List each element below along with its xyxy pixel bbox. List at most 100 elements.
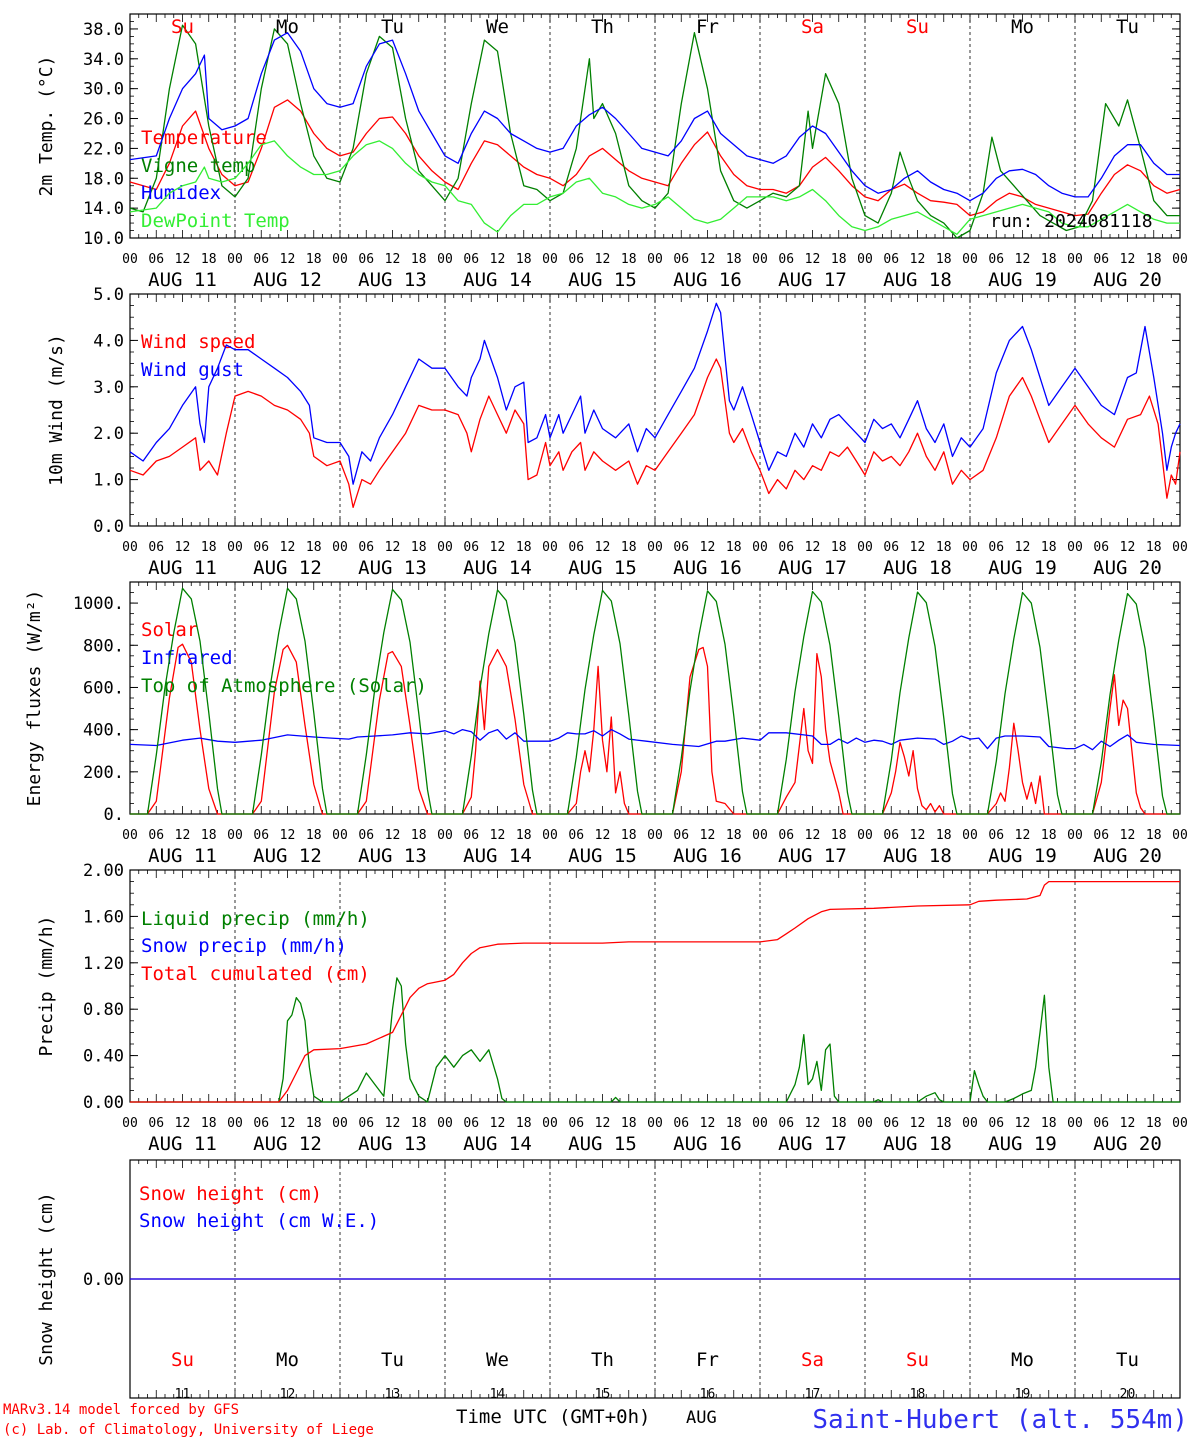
date-label: AUG 13: [358, 1133, 427, 1155]
hour-tick-label: 12: [1120, 828, 1136, 843]
series-line-vigne-temp: [129, 24, 1180, 239]
hour-tick-label: 12: [595, 252, 611, 267]
legend-label: Temperature: [141, 127, 267, 149]
hour-tick-label: 18: [1146, 540, 1162, 555]
y-tick-label: 400.: [83, 721, 124, 741]
day-number-label: 11: [175, 1387, 191, 1402]
y-tick-label: 30.0: [83, 80, 124, 100]
footer-model-label: MARv3.14 model forced by GFS: [3, 1402, 239, 1418]
y-tick-label: 1000.: [73, 594, 124, 614]
date-label: AUG 13: [358, 557, 427, 579]
hour-tick-label: 06: [358, 1116, 374, 1131]
day-number-label: 14: [490, 1387, 506, 1402]
footer-credit-label: (c) Lab. of Climatology, University of L…: [3, 1422, 374, 1438]
hour-tick-label: 06: [358, 540, 374, 555]
day-name-label: Fr: [696, 1349, 719, 1371]
hour-tick-label: 00: [962, 1116, 978, 1131]
hour-tick-label: 18: [1146, 828, 1162, 843]
hour-tick-label: 12: [595, 540, 611, 555]
day-name-label: Tu: [1116, 16, 1139, 38]
hour-tick-label: 18: [516, 252, 532, 267]
day-name-label: Tu: [381, 1349, 404, 1371]
hour-tick-label: 00: [857, 1116, 873, 1131]
hour-tick-label: 06: [358, 252, 374, 267]
series-line-temperature: [129, 99, 1181, 217]
hour-tick-label: 00: [542, 252, 558, 267]
date-label: AUG 17: [778, 1133, 847, 1155]
hour-tick-label: 06: [883, 252, 899, 267]
y-tick-label: 3.0: [93, 378, 124, 398]
date-label: AUG 11: [148, 269, 217, 291]
hour-tick-label: 06: [358, 828, 374, 843]
hour-tick-label: 00: [1172, 540, 1188, 555]
hour-tick-label: 06: [1093, 1116, 1109, 1131]
hour-tick-label: 00: [227, 828, 243, 843]
hour-tick-label: 12: [1120, 252, 1136, 267]
hour-tick-label: 00: [647, 252, 663, 267]
y-tick-label: 1.20: [83, 954, 124, 974]
hour-tick-label: 00: [1067, 252, 1083, 267]
hour-tick-label: 00: [437, 1116, 453, 1131]
hour-tick-label: 12: [595, 1116, 611, 1131]
hour-tick-label: 06: [463, 828, 479, 843]
day-number-label: 19: [1015, 1387, 1031, 1402]
hour-tick-label: 18: [936, 828, 952, 843]
hour-tick-label: 00: [962, 252, 978, 267]
date-label: AUG 16: [673, 1133, 742, 1155]
y-tick-label: 0.: [104, 805, 124, 825]
date-label: AUG 18: [883, 1133, 952, 1155]
hour-tick-label: 06: [148, 1116, 164, 1131]
hour-tick-label: 06: [568, 540, 584, 555]
legend-label: Total cumulated (cm): [141, 963, 370, 985]
y-tick-label: 38.0: [83, 20, 124, 40]
hour-tick-label: 00: [752, 252, 768, 267]
y-tick-label: 0.00: [83, 1093, 124, 1113]
hour-tick-label: 00: [1067, 1116, 1083, 1131]
hour-tick-label: 12: [910, 1116, 926, 1131]
date-label: AUG 20: [1093, 845, 1162, 867]
hour-tick-label: 12: [490, 252, 506, 267]
x-axis-title: Time UTC (GMT+0h): [456, 1406, 650, 1428]
hour-tick-label: 00: [752, 1116, 768, 1131]
hour-tick-label: 06: [988, 252, 1004, 267]
hour-tick-label: 18: [516, 540, 532, 555]
hour-tick-label: 06: [988, 1116, 1004, 1131]
hour-tick-label: 12: [385, 1116, 401, 1131]
panels: 10.0 14.0 18.0 22.0 26.0 30.0 34.0 38.0 2m Temp.…: [24, 13, 1188, 1399]
date-label: AUG 20: [1093, 557, 1162, 579]
hour-tick-label: 18: [1041, 252, 1057, 267]
hour-tick-label: 06: [673, 1116, 689, 1131]
hour-tick-label: 00: [857, 540, 873, 555]
hour-tick-label: 00: [857, 828, 873, 843]
hour-tick-label: 00: [122, 1116, 138, 1131]
series-line-wind-speed: [129, 358, 1181, 509]
hour-tick-label: 06: [568, 1116, 584, 1131]
date-label: AUG 20: [1093, 269, 1162, 291]
hour-tick-label: 06: [673, 252, 689, 267]
hour-tick-label: 18: [831, 828, 847, 843]
hour-tick-label: 18: [1146, 252, 1162, 267]
series-line-dewpoint-temp: [129, 140, 1180, 235]
hour-tick-label: 06: [148, 252, 164, 267]
date-label: AUG 18: [883, 269, 952, 291]
hour-tick-label: 06: [148, 540, 164, 555]
hour-tick-label: 18: [936, 1116, 952, 1131]
hour-tick-label: 06: [253, 252, 269, 267]
y-tick-label: 1.60: [83, 907, 124, 927]
day-number-label: 15: [595, 1387, 611, 1402]
snow-panel: 0.00 Snow height (cm) Snow height (cm) Snow…: [36, 1159, 1181, 1399]
hour-tick-label: 12: [910, 828, 926, 843]
day-name-label: We: [486, 1349, 509, 1371]
y-axis-title: Precip (mm/h): [36, 916, 57, 1057]
bottom-day-names: Su Mo Tu We Th Fr Sa Su Mo Tu: [171, 1349, 1139, 1371]
hour-tick-label: 06: [778, 1116, 794, 1131]
hour-tick-label: 18: [726, 828, 742, 843]
hour-tick-label: 06: [568, 828, 584, 843]
hour-tick-label: 18: [306, 252, 322, 267]
hour-tick-label: 12: [280, 540, 296, 555]
y-tick-label: 10.0: [83, 229, 124, 249]
hour-tick-label: 12: [700, 1116, 716, 1131]
legend-label: Wind speed: [141, 331, 255, 353]
hour-tick-label: 06: [253, 1116, 269, 1131]
hour-tick-label: 12: [595, 828, 611, 843]
